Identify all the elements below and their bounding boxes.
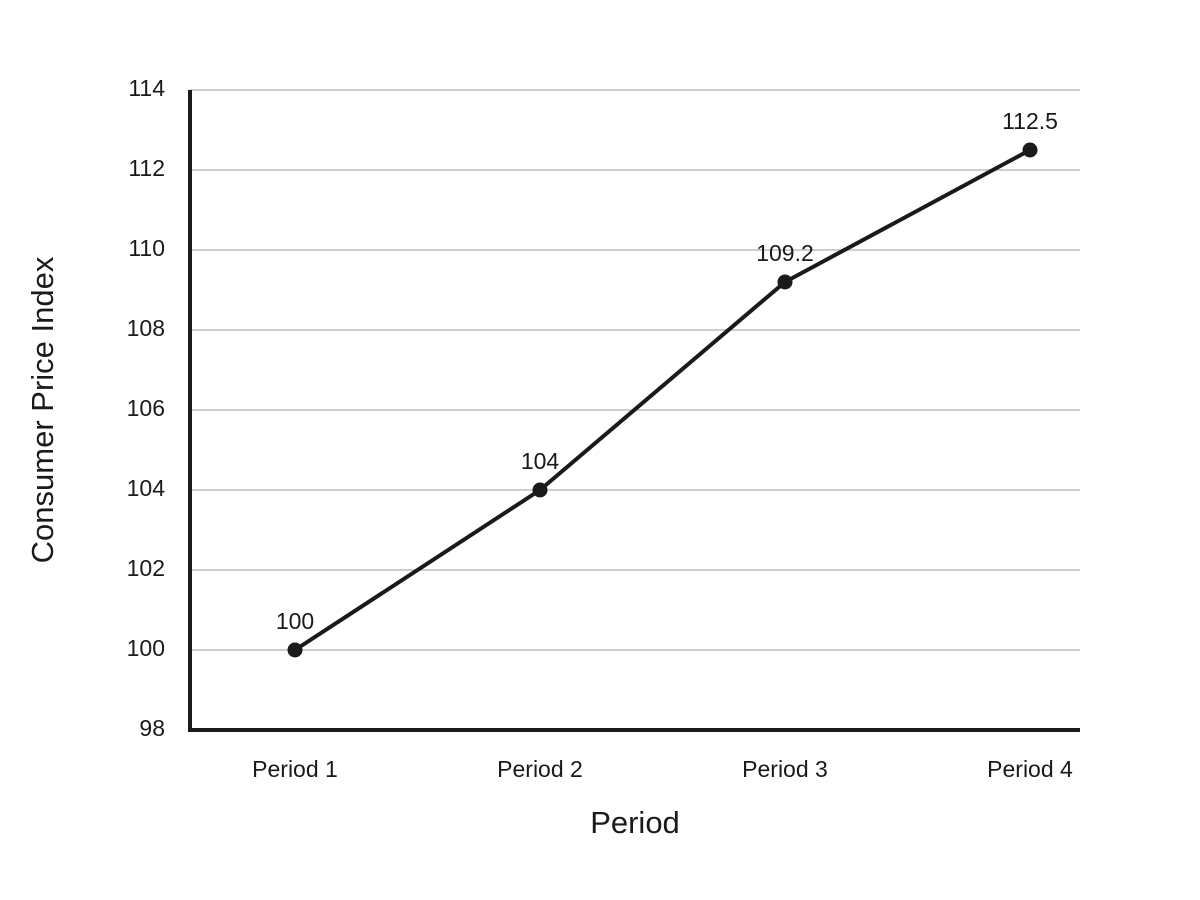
- data-label: 112.5: [1002, 108, 1058, 134]
- data-label: 109.2: [756, 240, 814, 266]
- x-tick-label: Period 3: [742, 756, 828, 782]
- data-label: 104: [521, 448, 560, 474]
- y-tick-label: 104: [127, 475, 166, 501]
- data-point: [532, 482, 548, 498]
- x-axis-title: Period: [590, 805, 680, 840]
- x-tick-label: Period 1: [252, 756, 338, 782]
- y-tick-label: 106: [127, 395, 165, 421]
- y-tick-label: 112: [128, 155, 165, 181]
- x-tick-label: Period 4: [987, 756, 1073, 782]
- data-label: 100: [276, 608, 314, 634]
- y-tick-label: 110: [128, 235, 165, 261]
- y-tick-label: 114: [128, 75, 165, 101]
- y-axis-title: Consumer Price Index: [25, 256, 60, 563]
- y-tick-label: 100: [127, 635, 165, 661]
- y-tick-label: 102: [127, 555, 165, 581]
- data-point: [1022, 142, 1038, 158]
- data-point: [287, 642, 303, 658]
- y-tick-label: 98: [139, 715, 165, 741]
- x-tick-label: Period 2: [497, 756, 583, 782]
- y-tick-label: 108: [127, 315, 165, 341]
- data-point: [777, 274, 793, 290]
- data-line: [293, 148, 1031, 652]
